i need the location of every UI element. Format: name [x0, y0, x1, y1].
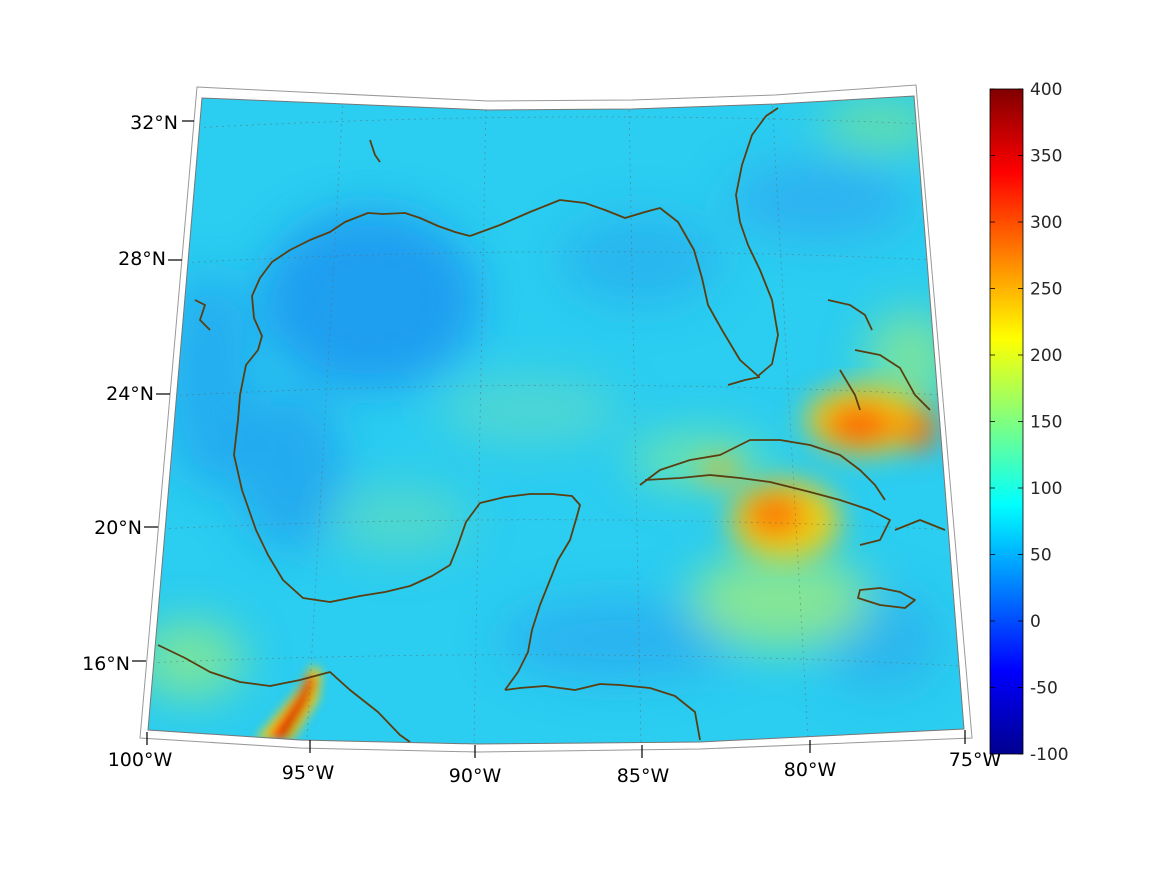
lat-label-24n: 24°N	[106, 383, 154, 405]
axis-ticks	[132, 120, 966, 758]
colorbar: 400 350 300 250 200 150 100 50 0 -50 -100	[989, 80, 1069, 765]
map-field	[148, 96, 964, 744]
colorbar-ticks: 400 350 300 250 200 150 100 50 0 -50 -100	[990, 80, 1069, 765]
lon-label-80w: 80°W	[784, 759, 837, 781]
colorbar-tick-label: 0	[1030, 612, 1041, 632]
colorbar-tick-label: 250	[1030, 280, 1062, 300]
lat-label-28n: 28°N	[118, 248, 166, 270]
map-frame	[147, 95, 965, 745]
lon-label-100w: 100°W	[108, 749, 173, 771]
lat-label-20n: 20°N	[94, 517, 142, 539]
colorbar-tick-label: 50	[1030, 546, 1052, 566]
lon-label-85w: 85°W	[617, 765, 670, 787]
colorbar-tick-label: 150	[1030, 413, 1062, 433]
lon-label-75w: 75°W	[949, 749, 1002, 771]
colorbar-tick-label: 400	[1030, 80, 1062, 100]
lon-label-95w: 95°W	[282, 762, 335, 784]
colorbar-tick-label: 100	[1030, 479, 1062, 499]
colorbar-tick-label: 300	[1030, 213, 1062, 233]
lat-label-32n: 32°N	[130, 112, 178, 134]
lat-label-16n: 16°N	[82, 653, 130, 675]
colorbar-tick-label: -100	[1030, 745, 1069, 765]
colorbar-tick-label: -50	[1030, 679, 1058, 699]
map-frame-outer	[139, 84, 973, 753]
lon-label-90w: 90°W	[449, 765, 502, 787]
colorbar-tick-label: 200	[1030, 346, 1062, 366]
colorbar-tick-label: 350	[1030, 147, 1062, 167]
